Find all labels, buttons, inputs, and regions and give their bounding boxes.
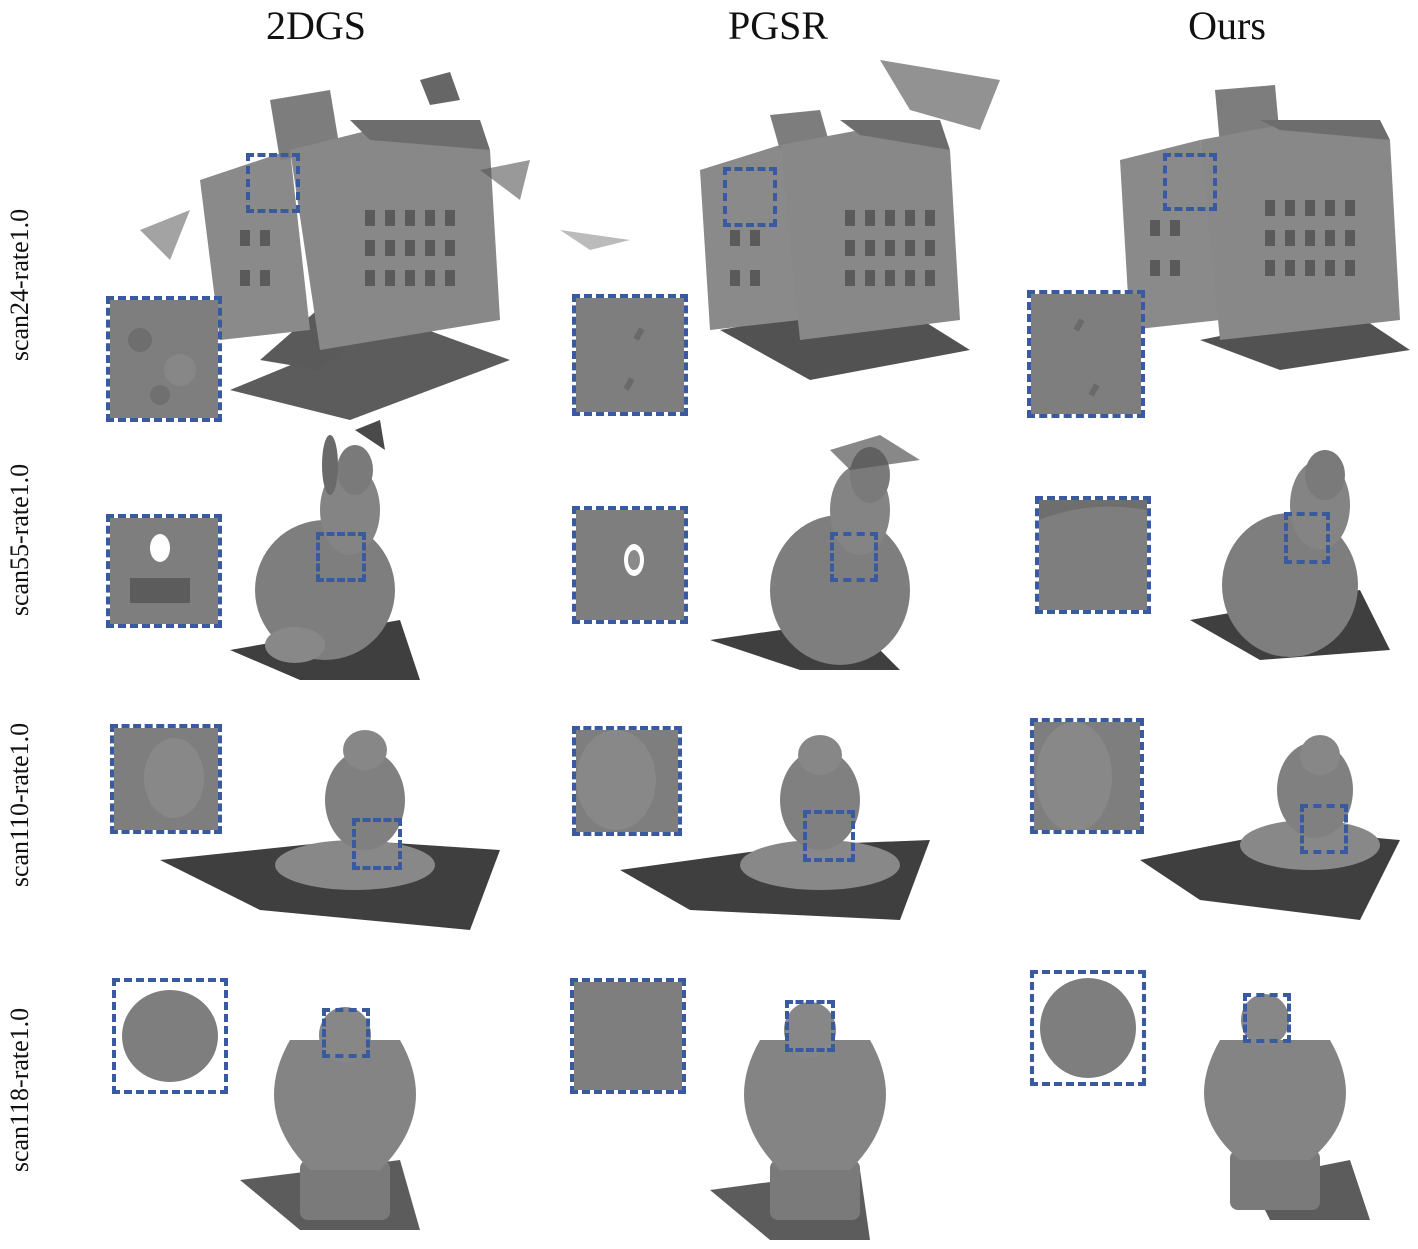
zoom-inset	[572, 726, 682, 836]
render-scan55-ours	[1020, 420, 1418, 690]
zoom-region-marker	[1243, 993, 1291, 1043]
zoom-region-marker	[830, 532, 878, 582]
render-scan118-ours	[1020, 960, 1418, 1249]
render-scan55-2dgs	[100, 420, 540, 690]
render-scan24-pgsr	[550, 50, 1010, 420]
zoom-region-marker	[322, 1008, 370, 1058]
column-title-ours: Ours	[1188, 3, 1266, 48]
zoom-region-marker	[316, 532, 366, 582]
zoom-region-marker	[803, 810, 855, 862]
zoom-inset	[1030, 718, 1144, 834]
zoom-inset	[1027, 290, 1145, 418]
zoom-inset	[106, 296, 222, 422]
zoom-region-marker	[352, 818, 402, 870]
column-title-pgsr: PGSR	[727, 3, 829, 48]
render-scan55-pgsr	[550, 420, 1010, 690]
zoom-inset	[572, 294, 688, 416]
row-label-scan55: scan55-rate1.0	[5, 463, 35, 617]
zoom-region-marker	[1163, 153, 1217, 211]
rabbit-mesh	[1190, 450, 1390, 660]
zoom-inset	[1035, 496, 1151, 614]
zoom-inset	[570, 978, 686, 1094]
row-label-scan24: scan24-rate1.0	[5, 208, 35, 362]
column-title-2dgs: 2DGS	[265, 3, 367, 48]
render-scan118-2dgs	[100, 960, 540, 1249]
render-scan110-2dgs	[100, 700, 540, 945]
zoom-inset	[572, 506, 688, 624]
render-scan118-pgsr	[550, 960, 1010, 1249]
building-mesh	[1120, 85, 1410, 370]
zoom-region-marker	[723, 167, 777, 227]
render-scan110-pgsr	[550, 700, 1010, 945]
zoom-inset	[1030, 970, 1146, 1086]
zoom-region-marker	[785, 1000, 835, 1052]
building-mesh	[140, 72, 530, 420]
row-label-scan110: scan110-rate1.0	[5, 722, 35, 888]
cherub-mesh	[240, 1007, 420, 1230]
render-scan24-ours	[1020, 80, 1418, 420]
cherub-mesh	[1204, 994, 1370, 1220]
zoom-inset	[110, 724, 222, 834]
zoom-region-marker	[246, 153, 300, 213]
zoom-inset	[112, 978, 228, 1094]
cherub-mesh	[710, 1002, 886, 1240]
render-scan110-ours	[1020, 700, 1418, 945]
zoom-region-marker	[1300, 804, 1348, 854]
row-label-scan118: scan118-rate1.0	[5, 1007, 35, 1173]
zoom-inset	[106, 514, 222, 628]
render-scan24-2dgs	[100, 60, 540, 422]
zoom-region-marker	[1284, 512, 1330, 564]
